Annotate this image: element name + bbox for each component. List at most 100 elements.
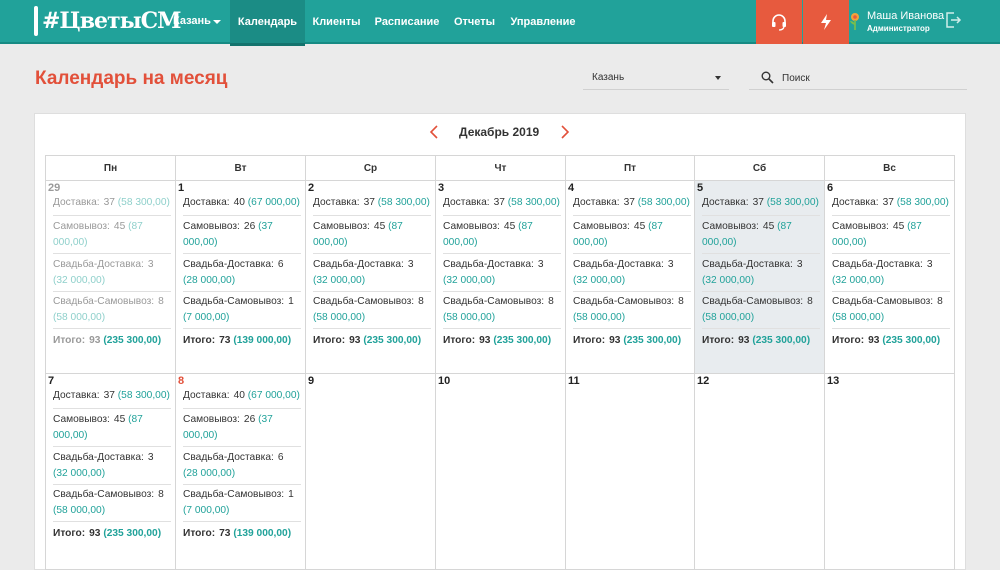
row-divider [443,328,561,329]
row-divider [313,253,431,254]
order-stat-wedding-delivery[interactable]: Свадьба-Доставка: 3 (32 000,00) [313,257,431,289]
order-stat-total: Итого: 93 (235 300,00) [53,333,171,349]
order-stat-wedding-pickup[interactable]: Свадьба-Самовывоз: 8 (58 000,00) [313,294,431,326]
stat-sum: (235 300,00) [623,335,682,346]
nav-calendar[interactable]: Календарь [230,0,305,46]
calendar-day-cell[interactable]: 8 Доставка: 40 (67 000,00) Самовывоз: 26 (37… [175,374,305,570]
stat-label: Свадьба-Доставка: [53,259,144,270]
search-box[interactable] [749,66,967,90]
stat-label: Доставка: [313,197,360,208]
next-month-icon[interactable] [560,125,570,139]
order-stat-delivery[interactable]: Доставка: 37 (58 300,00) [573,195,691,211]
order-stat-pickup[interactable]: Самовывоз: 26 (37 000,00) [183,412,301,444]
stat-label: Доставка: [832,197,879,208]
order-stat-pickup[interactable]: Самовывоз: 45 (87 000,00) [573,219,691,251]
day-number: 9 [308,375,315,387]
order-stat-pickup[interactable]: Самовывоз: 26 (37 000,00) [183,219,301,251]
order-stat-pickup[interactable]: Самовывоз: 45 (87 000,00) [53,219,171,251]
calendar-day-cell[interactable]: 11 [565,374,694,570]
weekday-header: Чт [435,155,565,181]
order-stat-wedding-pickup[interactable]: Свадьба-Самовывоз: 8 (58 000,00) [573,294,691,326]
order-stat-wedding-delivery[interactable]: Свадьба-Доставка: 3 (32 000,00) [573,257,691,289]
nav-management[interactable]: Управление [510,16,576,28]
calendar-day-cell[interactable]: 13 [824,374,955,570]
stat-sum: (28 000,00) [183,468,236,479]
order-stat-wedding-delivery[interactable]: Свадьба-Доставка: 3 (32 000,00) [443,257,561,289]
order-stat-pickup[interactable]: Самовывоз: 45 (87 000,00) [443,219,561,251]
order-stat-wedding-pickup[interactable]: Свадьба-Самовывоз: 1 (7 000,00) [183,294,301,326]
user-name: Маша Иванова [867,10,945,22]
calendar-day-cell[interactable]: 12 [694,374,824,570]
city-switcher[interactable]: Казань [173,15,211,27]
stat-sum: (235 300,00) [752,335,811,346]
order-stat-pickup[interactable]: Самовывоз: 45 (87 000,00) [702,219,820,251]
order-stat-delivery[interactable]: Доставка: 37 (58 300,00) [443,195,561,211]
stat-sum: (235 300,00) [103,335,162,346]
stat-label: Свадьба-Самовывоз: [183,489,285,500]
order-stat-wedding-pickup[interactable]: Свадьба-Самовывоз: 8 (58 000,00) [53,487,171,519]
stat-count: 6 [277,452,284,463]
calendar-day-cell[interactable]: 5 Доставка: 37 (58 300,00) Самовывоз: 45 (87… [694,181,824,374]
stat-label: Доставка: [183,390,230,401]
calendar-day-cell[interactable]: 4 Доставка: 37 (58 300,00) Самовывоз: 45 (87… [565,181,694,374]
support-button[interactable] [756,0,802,44]
stat-sum: (32 000,00) [313,275,366,286]
order-stat-delivery[interactable]: Доставка: 37 (58 300,00) [702,195,820,211]
user-flower-icon [850,13,859,30]
order-stat-wedding-pickup[interactable]: Свадьба-Самовывоз: 1 (7 000,00) [183,487,301,519]
order-stat-wedding-pickup[interactable]: Свадьба-Самовывоз: 8 (58 000,00) [702,294,820,326]
order-stat-wedding-pickup[interactable]: Свадьба-Самовывоз: 8 (58 000,00) [53,294,171,326]
logo[interactable]: #ЦветыСМ [34,4,182,38]
order-stat-wedding-pickup[interactable]: Свадьба-Самовывоз: 8 (58 000,00) [832,294,950,326]
order-stat-wedding-pickup[interactable]: Свадьба-Самовывоз: 8 (58 000,00) [443,294,561,326]
order-stat-delivery[interactable]: Доставка: 37 (58 300,00) [53,388,171,404]
calendar-day-cell[interactable]: 1 Доставка: 40 (67 000,00) Самовывоз: 26 (37… [175,181,305,374]
chevron-down-icon[interactable] [213,20,221,24]
calendar-day-cell[interactable]: 9 [305,374,435,570]
quick-action-button[interactable] [803,0,849,44]
order-stat-wedding-delivery[interactable]: Свадьба-Доставка: 6 (28 000,00) [183,450,301,482]
calendar-day-cell[interactable]: 3 Доставка: 37 (58 300,00) Самовывоз: 45 (87… [435,181,565,374]
stat-label: Самовывоз: [832,221,889,232]
stat-label: Свадьба-Самовывоз: [313,296,415,307]
order-stat-wedding-delivery[interactable]: Свадьба-Доставка: 3 (32 000,00) [53,450,171,482]
nav-clients[interactable]: Клиенты [312,16,361,28]
order-stat-delivery[interactable]: Доставка: 37 (58 300,00) [53,195,171,211]
order-stat-delivery[interactable]: Доставка: 37 (58 300,00) [313,195,431,211]
search-input[interactable] [782,70,952,86]
calendar-day-cell[interactable]: 7 Доставка: 37 (58 300,00) Самовывоз: 45 (87… [45,374,175,570]
nav-schedule[interactable]: Расписание [374,16,440,28]
order-stat-total: Итого: 93 (235 300,00) [573,333,691,349]
stat-sum: (58 300,00) [117,390,170,401]
order-stat-pickup[interactable]: Самовывоз: 45 (87 000,00) [313,219,431,251]
order-stat-wedding-delivery[interactable]: Свадьба-Доставка: 3 (32 000,00) [53,257,171,289]
city-select[interactable]: Казань [583,66,729,90]
stat-count: 37 [103,390,115,401]
order-stat-wedding-delivery[interactable]: Свадьба-Доставка: 3 (32 000,00) [702,257,820,289]
row-divider [443,215,561,216]
calendar-day-cell[interactable]: 6 Доставка: 37 (58 300,00) Самовывоз: 45 (87… [824,181,955,374]
calendar-day-cell[interactable]: 10 [435,374,565,570]
stat-label: Свадьба-Доставка: [702,259,793,270]
order-stat-delivery[interactable]: Доставка: 37 (58 300,00) [832,195,950,211]
stat-count: 73 [219,528,231,539]
flower-logo-icon [34,6,38,36]
order-stat-pickup[interactable]: Самовывоз: 45 (87 000,00) [832,219,950,251]
order-stat-delivery[interactable]: Доставка: 40 (67 000,00) [183,388,301,404]
stat-count: 37 [103,197,115,208]
calendar-day-cell[interactable]: 29 Доставка: 37 (58 300,00) Самовывоз: 45 (8… [45,181,175,374]
order-stat-wedding-delivery[interactable]: Свадьба-Доставка: 3 (32 000,00) [832,257,950,289]
row-divider [313,215,431,216]
logout-icon[interactable] [944,11,962,29]
prev-month-icon[interactable] [429,125,439,139]
nav-reports[interactable]: Отчеты [453,16,496,28]
row-divider [832,253,950,254]
month-navigation: Декабрь 2019 [0,120,1000,144]
stat-count: 8 [678,296,684,307]
headset-icon [772,14,786,31]
calendar-day-cell[interactable]: 2 Доставка: 37 (58 300,00) Самовывоз: 45 (87… [305,181,435,374]
order-stat-wedding-delivery[interactable]: Свадьба-Доставка: 6 (28 000,00) [183,257,301,289]
order-stat-pickup[interactable]: Самовывоз: 45 (87 000,00) [53,412,171,444]
order-stat-total: Итого: 93 (235 300,00) [313,333,431,349]
order-stat-delivery[interactable]: Доставка: 40 (67 000,00) [183,195,301,211]
